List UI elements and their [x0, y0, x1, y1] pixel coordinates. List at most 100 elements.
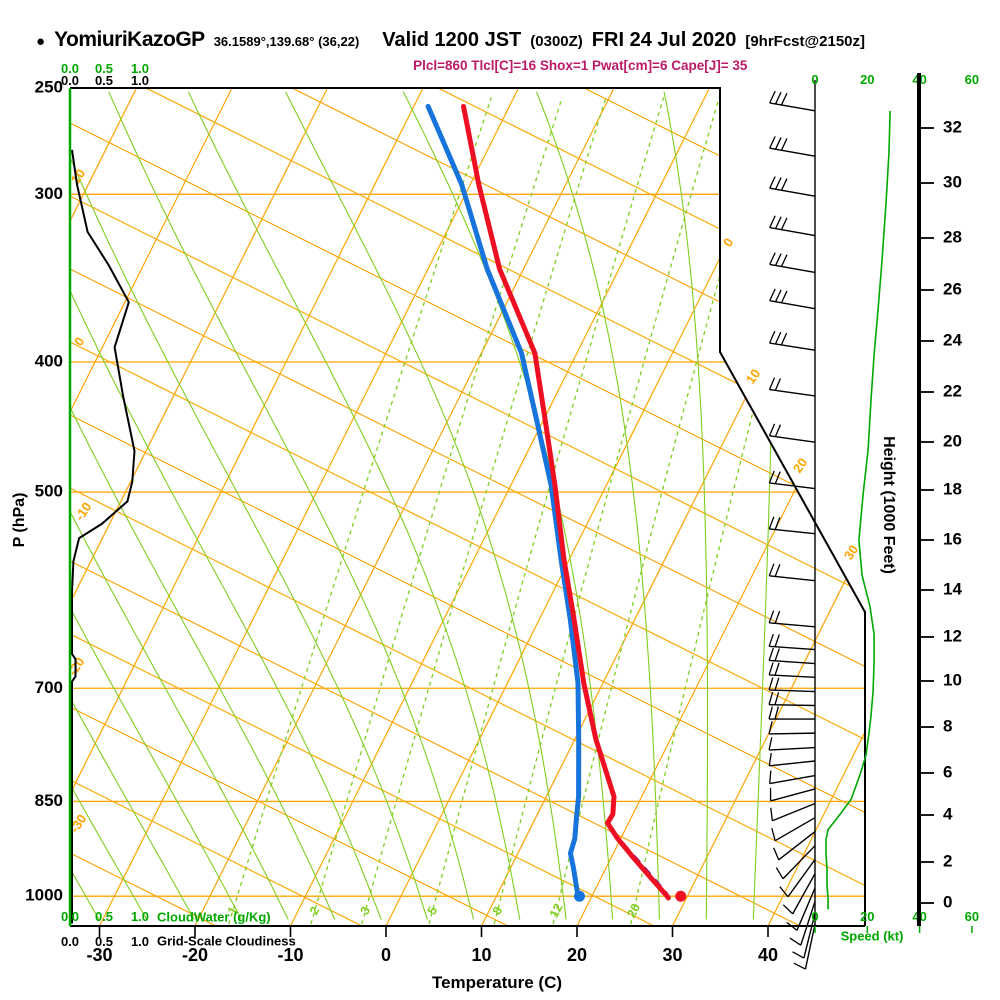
mixing-ratio-label: 8	[490, 904, 506, 917]
isotherm-line	[671, 88, 865, 926]
isotherm-label: 30	[841, 542, 862, 562]
moist-adiabat-line	[285, 91, 567, 920]
height-tick-label: 24	[943, 330, 962, 349]
dry-adiabat-line	[70, 88, 865, 926]
speed-tick-label-top: 0	[811, 72, 818, 87]
pressure-axis: 250 300 400 500 700 850 1000	[25, 77, 63, 904]
height-tick-label: 26	[943, 279, 962, 298]
height-tick-label: 30	[943, 172, 962, 191]
dry-adiabat-line	[70, 88, 801, 926]
height-tick-label: 8	[943, 716, 952, 735]
pressure-tick-label: 250	[35, 77, 63, 96]
cloudwater-scale-tick-bottom: 1.0	[131, 909, 149, 924]
cloudwater-scale-label: CloudWater (g/Kg)	[157, 909, 271, 925]
moist-adiabat-line	[108, 91, 475, 920]
cloudiness-scale-label: Grid-Scale Cloudiness	[157, 933, 296, 949]
mixing-ratio-label: 3	[357, 904, 373, 917]
temperature-tick-label: -20	[182, 945, 208, 965]
moist-adiabat-line	[187, 91, 521, 920]
height-tick-label: 28	[943, 227, 962, 246]
temperature-tick-label: 40	[758, 945, 778, 965]
dry-adiabat-line	[145, 88, 865, 926]
valid-time-utc: (0300Z)	[530, 33, 583, 50]
height-tick-label: 6	[943, 762, 952, 781]
speed-tick-label-bottom: 0	[811, 909, 818, 924]
pressure-axis-label: P (hPa)	[11, 492, 28, 548]
moist-adiabat-line	[70, 91, 195, 920]
isotherm-label: 0	[71, 334, 87, 348]
height-tick-label: 20	[943, 431, 962, 450]
temperature-tick-label: -30	[86, 945, 112, 965]
cloudwater-scale-tick-bottom: 0.5	[95, 909, 113, 924]
dry-adiabat-line	[437, 88, 865, 926]
pressure-tick-label: 700	[35, 678, 63, 697]
dry-adiabat-line	[70, 88, 865, 926]
isotherm-line	[70, 88, 233, 926]
moist-adiabat-line	[663, 91, 709, 920]
station-coordinates: 36.1589°,139.68° (36,22)	[213, 34, 360, 49]
moist-adiabat-line	[70, 91, 289, 920]
dry-adiabat-line	[70, 88, 865, 926]
plot-frame	[70, 87, 866, 926]
speed-tick-label-top: 20	[860, 72, 874, 87]
temperature-axis-label: Temperature (C)	[431, 973, 563, 992]
surface-temperature-dot	[675, 890, 687, 902]
height-tick-label: 10	[943, 670, 962, 689]
sounding-parameters: Plcl=860 Tlcl[C]=16 Shox=1 Pwat[cm]=6 Ca…	[413, 58, 748, 73]
pressure-tick-label: 400	[35, 351, 63, 370]
mixing-ratio-line	[310, 97, 563, 925]
height-tick-label: 0	[943, 892, 952, 911]
dewpoint-curve	[425, 103, 582, 899]
cloudiness-scale-tick-bottom: 0.5	[95, 934, 113, 949]
pressure-tick-label: 1000	[25, 886, 63, 905]
height-tick-label: 18	[943, 479, 962, 498]
height-tick-label: 32	[943, 117, 962, 136]
dry-adiabat-line	[70, 88, 363, 926]
dry-adiabat-line	[70, 88, 655, 926]
cloudiness-scale-tick-bottom: 0.0	[61, 934, 79, 949]
moist-adiabat-line	[70, 91, 382, 920]
height-axis-label: Height (1000 Feet)	[880, 436, 897, 574]
cloudiness-scale-tick-top: 0.5	[95, 73, 113, 88]
surface-dewpoint-dot	[573, 890, 585, 902]
isotherm-line	[576, 88, 865, 926]
isotherm-line	[70, 88, 424, 926]
temperature-curve	[461, 103, 671, 901]
dry-adiabat-line	[291, 88, 865, 926]
speed-tick-label-top: 60	[965, 72, 979, 87]
cloudwater-scale-tick-top: 0.0	[61, 61, 79, 76]
valid-date: FRI 24 Jul 2020	[591, 29, 737, 51]
mixing-ratio-line	[493, 97, 720, 925]
wind-speed-profile	[825, 110, 891, 910]
cloudiness-scale-tick-top: 0.0	[61, 73, 79, 88]
dry-adiabat-line	[70, 88, 509, 926]
mixing-ratio-label: 20	[624, 901, 643, 920]
isotherm-label: 0	[720, 235, 736, 249]
isotherm-line	[70, 88, 329, 926]
speed-tick-label-bottom: 20	[860, 909, 874, 924]
isotherm-label: 10	[68, 166, 89, 186]
cloudiness-profile	[71, 149, 136, 924]
temperature-tick-label: 20	[567, 945, 587, 965]
moist-adiabat-line	[70, 91, 336, 920]
mixing-ratio-line	[552, 97, 770, 925]
mixing-ratio-label: 2	[307, 904, 323, 917]
isotherm-line	[98, 88, 520, 926]
cloudiness-scale-tick-bottom: 1.0	[131, 934, 149, 949]
station-name: YomiuriKazoGP	[54, 28, 205, 51]
isotherm-line	[767, 88, 865, 926]
moist-adiabat-line	[535, 91, 660, 920]
isotherm-label: 20	[790, 455, 811, 475]
moist-adiabat-line	[70, 91, 428, 920]
dry-adiabat-line	[70, 88, 865, 926]
cloud-scale-rows: 0.00.00.00.00.50.50.50.51.01.01.01.0	[61, 61, 149, 949]
valid-time: Valid 1200 JST	[382, 29, 522, 51]
temperature-tick-label: -10	[277, 945, 303, 965]
dry-adiabat-line	[70, 88, 865, 926]
temperature-axis: -30 -20 -10 0 10 20 30 40	[86, 926, 778, 965]
moist-adiabat-line	[70, 91, 242, 920]
temperature-tick-label: 0	[381, 945, 391, 965]
